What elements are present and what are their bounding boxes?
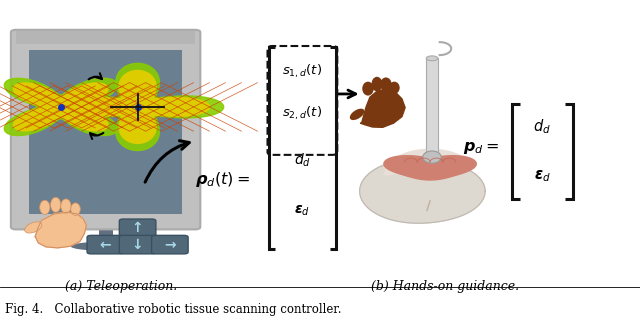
Text: ↓: ↓ [132, 237, 143, 252]
Polygon shape [384, 149, 474, 175]
Text: (b) Hands-on guidance.: (b) Hands-on guidance. [371, 280, 519, 293]
Ellipse shape [51, 197, 61, 212]
Polygon shape [13, 83, 108, 131]
Text: →: → [164, 237, 175, 252]
Polygon shape [66, 71, 210, 143]
Text: ←: ← [100, 237, 111, 252]
Ellipse shape [25, 222, 42, 233]
FancyBboxPatch shape [268, 46, 337, 155]
FancyBboxPatch shape [11, 30, 200, 229]
Polygon shape [4, 78, 117, 135]
Ellipse shape [70, 242, 141, 251]
Text: $d_d$: $d_d$ [294, 152, 311, 169]
FancyBboxPatch shape [119, 235, 156, 254]
Ellipse shape [423, 151, 441, 163]
FancyBboxPatch shape [87, 235, 124, 254]
Ellipse shape [70, 203, 81, 215]
Ellipse shape [426, 56, 438, 61]
Text: $s_{1,d}(t)$: $s_{1,d}(t)$ [282, 63, 323, 80]
FancyBboxPatch shape [119, 219, 156, 237]
FancyBboxPatch shape [152, 235, 188, 254]
Ellipse shape [389, 82, 399, 94]
Text: $d_d$: $d_d$ [534, 117, 551, 136]
Text: ↑: ↑ [132, 221, 143, 235]
Bar [99, 220, 113, 249]
Polygon shape [52, 63, 224, 151]
Ellipse shape [380, 77, 392, 91]
Bar [16, 31, 195, 44]
Text: $\boldsymbol{\epsilon}_d$: $\boldsymbol{\epsilon}_d$ [534, 169, 551, 184]
Ellipse shape [40, 200, 50, 214]
Text: $\boldsymbol{\rho}_d(t) =$: $\boldsymbol{\rho}_d(t) =$ [195, 170, 250, 189]
Polygon shape [384, 156, 476, 180]
Bar [426, 58, 438, 168]
Text: $s_{2,d}(t)$: $s_{2,d}(t)$ [282, 105, 323, 122]
Ellipse shape [61, 199, 71, 213]
Bar [29, 50, 182, 214]
Ellipse shape [362, 82, 374, 96]
Text: (a) Teleoperation.: (a) Teleoperation. [65, 280, 178, 293]
Polygon shape [360, 159, 485, 223]
Text: $\boldsymbol{p}_d =$: $\boldsymbol{p}_d =$ [463, 139, 499, 156]
Polygon shape [360, 89, 405, 127]
Text: Fig. 4.   Collaborative robotic tissue scanning controller.: Fig. 4. Collaborative robotic tissue sca… [5, 303, 342, 316]
Text: $\boldsymbol{\epsilon}_d$: $\boldsymbol{\epsilon}_d$ [294, 203, 310, 218]
Ellipse shape [371, 77, 383, 91]
Ellipse shape [350, 109, 364, 120]
Polygon shape [35, 212, 86, 248]
